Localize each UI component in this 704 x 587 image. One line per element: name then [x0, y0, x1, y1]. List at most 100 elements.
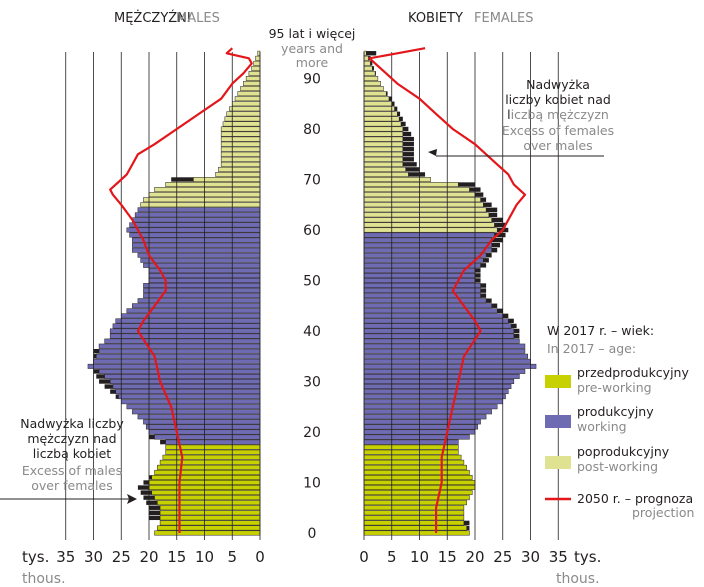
female-bar-age-90 [363, 76, 379, 81]
male-bar-age-64 [137, 207, 261, 213]
male-bar-age-60 [126, 227, 261, 233]
female-excess-bar-age-85 [391, 101, 395, 106]
female-bar-age-12 [363, 469, 470, 475]
male-bar-age-28 [115, 389, 261, 395]
male-x-tick-20: 20 [139, 548, 158, 566]
female-excess-bar-age-83 [397, 111, 401, 117]
excess-males-en-2: over females [31, 478, 112, 493]
male-x-tick-10: 10 [195, 548, 214, 566]
male-bar-age-86 [234, 96, 261, 102]
male-bar-age-88 [240, 86, 261, 92]
male-bar-age-83 [226, 111, 261, 117]
male-excess-bar-age-18 [160, 439, 166, 445]
female-bar-age-84 [363, 106, 395, 112]
females-header-en: FEMALES [474, 11, 534, 26]
female-excess-bar-age-41 [511, 323, 517, 329]
male-bar-age-77 [220, 141, 261, 147]
female-bar-age-6 [363, 500, 467, 506]
male-bar-age-78 [220, 136, 261, 142]
legend: W 2017 r. – wiek: In 2017 – age: przedpr… [545, 323, 694, 520]
male-bar-age-12 [154, 469, 261, 475]
female-bar-age-22 [363, 419, 481, 425]
female-bar-age-77 [363, 141, 404, 147]
female-excess-bar-age-2 [463, 520, 470, 526]
male-x-tick-35: 35 [56, 548, 75, 566]
female-bar-age-81 [363, 121, 402, 127]
female-excess-bar-age-77 [402, 141, 414, 147]
male-bar-age-36 [98, 348, 261, 354]
male-excess-bar-age-30 [99, 379, 111, 384]
female-bar-age-46 [363, 298, 487, 304]
male-bar-age-40 [109, 328, 261, 334]
female-excess-bar-age-69 [458, 182, 475, 187]
female-bar-age-43 [363, 313, 503, 319]
male-unit-pl: tys. [22, 548, 49, 566]
female-bar-age-58 [363, 237, 492, 243]
female-bar-age-28 [363, 389, 509, 395]
female-bar-age-42 [363, 318, 509, 324]
female-excess-bar-age-62 [491, 217, 503, 223]
legend-sublabel-pre-working: pre-working [577, 380, 652, 395]
female-excess-bar-age-63 [488, 212, 498, 218]
male-bar-age-30 [109, 379, 261, 384]
male-bar-age-26 [121, 399, 261, 405]
female-bar-age-79 [363, 131, 404, 137]
female-bar-age-27 [363, 394, 506, 400]
female-bar-age-75 [363, 151, 404, 157]
age-tick-90: 90 [303, 72, 321, 88]
male-bar-age-45 [132, 303, 261, 309]
female-bar-age-21 [363, 424, 479, 430]
excess-males-line-2: mężczyzn nad [27, 431, 116, 446]
female-bar-age-7 [363, 495, 470, 501]
female-excess-bar-age-91 [375, 71, 376, 76]
legend-label-working: produkcyjny [577, 404, 654, 419]
female-excess-bar-age-95 [366, 51, 377, 56]
female-bar-age-25 [363, 404, 498, 410]
female-excess-bar-age-53 [480, 263, 487, 268]
female-bar-age-45 [363, 303, 492, 309]
legend-title-en: In 2017 – age: [547, 341, 636, 356]
male-bar-age-35 [96, 353, 261, 359]
male-excess-bar-age-70 [171, 177, 194, 182]
female-excess-bar-age-92 [372, 66, 374, 71]
female-excess-bar-age-73 [402, 162, 417, 167]
female-bar-age-48 [363, 288, 481, 294]
female-excess-bar-age-46 [486, 298, 492, 303]
excess-males-annotation: Nadwyżka liczby mężczyzn nad liczbą kobi… [0, 416, 137, 504]
female-x-tick-0: 0 [359, 548, 369, 566]
female-bar-age-63 [363, 212, 490, 218]
male-bar-age-63 [134, 212, 261, 218]
excess-females-annotation: Nadwyżka liczby kobiet nad liczbą mężczy… [428, 77, 614, 157]
female-excess-bar-age-45 [491, 303, 498, 308]
male-bar-age-74 [220, 156, 261, 162]
female-bar-age-73 [363, 161, 404, 167]
excess-females-en-2: over males [523, 138, 592, 153]
female-excess-bar-age-84 [394, 106, 398, 111]
excess-males-line-3: liczbą kobiet [33, 446, 111, 461]
female-bar-age-70 [363, 177, 431, 182]
male-x-tick-5: 5 [227, 548, 237, 566]
legend-sublabel-projection: projection [632, 505, 694, 520]
female-bar-age-2 [363, 520, 465, 526]
female-bar-age-24 [363, 409, 492, 415]
male-bar-age-49 [143, 283, 261, 289]
female-bar-age-88 [363, 86, 384, 92]
female-excess-bar-age-76 [402, 147, 414, 152]
female-excess-bar-age-58 [491, 237, 503, 243]
male-bar-age-57 [132, 242, 261, 248]
female-excess-bar-age-40 [513, 328, 520, 334]
female-bar-age-14 [363, 459, 465, 465]
female-excess-bar-age-42 [508, 318, 514, 324]
age-tick-20: 20 [303, 425, 321, 441]
female-excess-bar-age-47 [480, 293, 487, 298]
female-bar-age-41 [363, 323, 512, 329]
female-bar-age-31 [363, 374, 520, 379]
male-bar-age-93 [253, 60, 261, 66]
female-bar-age-64 [363, 207, 487, 213]
male-excess-bar-age-10 [143, 480, 149, 485]
male-bar-age-13 [157, 464, 261, 470]
female-bar-age-55 [363, 252, 487, 258]
female-bar-age-82 [363, 116, 400, 122]
male-bar-age-2 [159, 520, 261, 526]
female-bar-age-87 [363, 91, 387, 97]
